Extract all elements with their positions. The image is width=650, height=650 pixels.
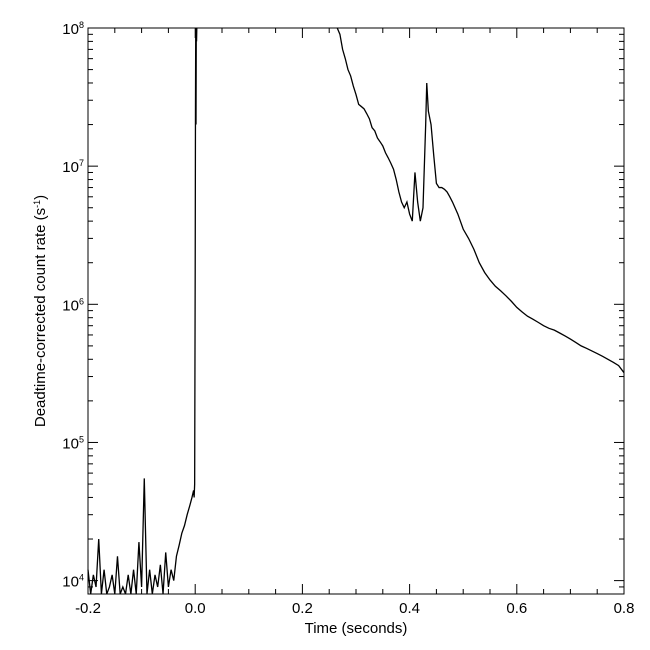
x-tick-label: -0.2 (75, 600, 101, 617)
y-axis-label-main: Deadtime-corrected count rate (s (32, 208, 49, 427)
y-tick-label: 104 (62, 573, 84, 591)
x-tick-label: 0.2 (292, 600, 313, 617)
y-axis-label: Deadtime-corrected count rate (s-1) (32, 195, 49, 427)
y-tick-labels: 104 105 106 107 108 (62, 20, 84, 591)
x-tick-label: 0.8 (614, 600, 635, 617)
x-tick-label: 0.6 (506, 600, 527, 617)
x-axis-label: Time (seconds) (305, 620, 408, 637)
y-tick-label: 108 (62, 20, 84, 38)
y-tick-label: 106 (62, 296, 84, 314)
x-tick-labels: -0.2 0.0 0.2 0.4 0.6 0.8 (75, 600, 634, 617)
y-tick-label: 107 (62, 158, 84, 176)
x-tick-label: 0.4 (399, 600, 420, 617)
y-axis-label-superscript: -1 (32, 200, 42, 208)
axis-ticks (87, 27, 625, 595)
y-axis-label-close: ) (32, 195, 49, 200)
x-tick-label: 0.0 (185, 600, 206, 617)
plot-frame (87, 27, 625, 595)
y-tick-label: 105 (62, 434, 84, 452)
count-rate-series-line (87, 27, 625, 595)
